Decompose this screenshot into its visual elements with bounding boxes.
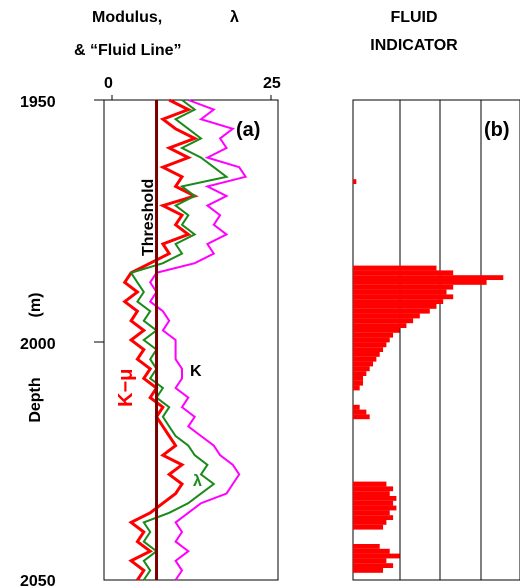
k-label: K — [190, 363, 202, 380]
y-tick-2000: 2000 — [20, 336, 56, 353]
fluid-indicator-bar — [353, 553, 400, 559]
fluid-indicator-bar — [353, 548, 390, 554]
fluid-indicator-bar — [353, 568, 384, 573]
panel-b-bars — [353, 179, 504, 573]
fluid-indicator-bar — [353, 361, 374, 367]
fluid-indicator-bar — [353, 563, 394, 568]
fluid-indicator-bar — [353, 280, 487, 285]
fluid-indicator-bar — [353, 337, 390, 343]
fluid-indicator-bar — [353, 371, 367, 376]
fluid-indicator-bar — [353, 524, 384, 530]
fluid-indicator-bar — [353, 318, 414, 324]
x-tick-25: 25 — [263, 75, 281, 92]
lambda-label: λ — [193, 473, 202, 490]
panel-a-title-line1: Modulus, — [92, 9, 162, 26]
fluid-indicator-bar — [353, 505, 397, 511]
fluid-indicator-bar — [353, 404, 360, 410]
fluid-indicator-bar — [353, 414, 370, 420]
fluid-indicator-bar — [353, 289, 447, 295]
panel-a-title-lambda: λ — [230, 9, 239, 26]
series-line-k-mu — [122, 98, 199, 581]
fluid-indicator-bar — [353, 347, 384, 352]
panel-b-title-line2: INDICATOR — [370, 37, 458, 54]
x-tick-0: 0 — [104, 75, 113, 92]
fluid-indicator-bar — [353, 332, 394, 338]
series-line-lambda — [129, 99, 229, 581]
fluid-indicator-bar — [353, 366, 370, 372]
fluid-indicator-bar — [353, 313, 420, 319]
fluid-indicator-bar — [353, 496, 397, 501]
fluid-indicator-bar — [353, 515, 394, 520]
fluid-indicator-bar — [353, 376, 364, 381]
fluid-indicator-bar — [353, 520, 387, 525]
y-tick-1950: 1950 — [20, 94, 56, 111]
fluid-indicator-bar — [353, 500, 394, 506]
threshold-label: Threshold — [140, 179, 157, 256]
panel-a-series — [122, 98, 248, 581]
fluid-indicator-bar — [353, 284, 454, 290]
fluid-indicator-bar — [353, 558, 387, 564]
fluid-indicator-bar — [353, 544, 380, 549]
fluid-indicator-bar — [353, 352, 380, 357]
fluid-indicator-bar — [353, 356, 377, 362]
fluid-indicator-bar — [353, 481, 387, 487]
fluid-indicator-bar — [353, 409, 367, 415]
fluid-indicator-bar — [353, 328, 400, 333]
fluid-indicator-bar — [353, 304, 437, 309]
fluid-indicator-bar — [353, 265, 437, 271]
panel-a-title-line2: & “Fluid Line” — [74, 42, 182, 59]
fluid-indicator-bar — [353, 179, 357, 184]
series-line-k — [148, 99, 248, 581]
fluid-indicator-bar — [353, 323, 407, 328]
fluid-indicator-bar — [353, 491, 390, 496]
fluid-indicator-bar — [353, 275, 504, 280]
y-axis-unit: (m) — [27, 293, 44, 318]
fluid-indicator-bar — [353, 308, 430, 314]
fluid-indicator-bar — [353, 299, 444, 304]
fluid-indicator-bar — [353, 270, 454, 276]
fluid-indicator-bar — [353, 510, 390, 516]
fluid-indicator-bar — [353, 342, 387, 348]
fluid-indicator-bar — [353, 380, 364, 386]
k-mu-label: K−μ — [115, 369, 137, 407]
panel-b-tag: (b) — [484, 119, 510, 141]
panel-b-title-line1: FLUID — [390, 9, 437, 26]
fluid-indicator-bar — [353, 294, 454, 300]
fluid-indicator-bar — [353, 486, 394, 492]
fluid-indicator-bar — [353, 385, 360, 391]
y-tick-2050: 2050 — [20, 573, 56, 586]
y-axis-label: Depth — [27, 377, 44, 422]
panel-a-tag: (a) — [236, 119, 260, 141]
